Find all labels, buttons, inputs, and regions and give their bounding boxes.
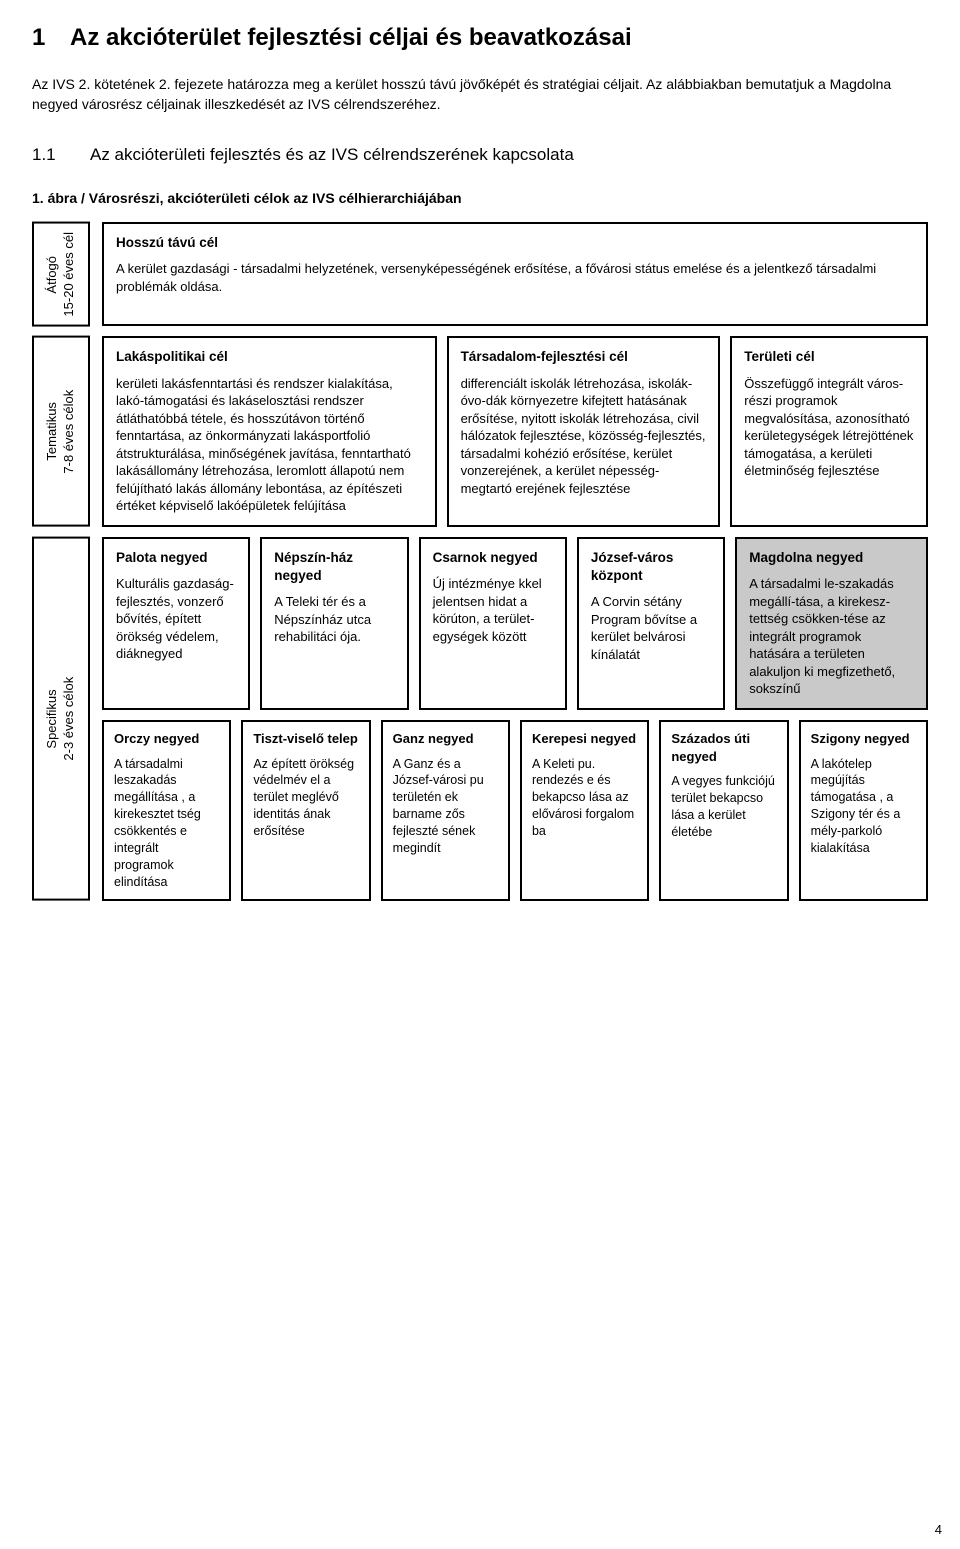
specific-block: Palota negyed Kulturális gazdaság-fejles… [102, 537, 928, 901]
specific-box-csarnok: Csarnok negyed Új intézménye kkel jelent… [419, 537, 567, 710]
box-body: A lakótelep megújítás támogatása , a Szi… [811, 756, 916, 857]
box-title: Szigony negyed [811, 730, 916, 748]
box-title: Palota negyed [116, 549, 236, 567]
specific-bottom-row: Orczy negyed A társadalmi leszakadás meg… [102, 720, 928, 901]
box-body: Új intézménye kkel jelentsen hidat a kör… [433, 575, 553, 645]
specific-box-magdolna: Magdolna negyed A társadalmi le-szakadás… [735, 537, 928, 710]
side-label-thematic: Tematikus 7-8 éves célok [32, 336, 90, 527]
specific-box-kerepesi: Kerepesi negyed A Keleti pu. rendezés e … [520, 720, 649, 901]
specific-box-jozsefvaros: József-város központ A Corvin sétány Pro… [577, 537, 725, 710]
specific-box-szigony: Szigony negyed A lakótelep megújítás tám… [799, 720, 928, 901]
subsection-title: Az akcióterületi fejlesztés és az IVS cé… [90, 141, 574, 168]
thematic-box-territorial: Területi cél Összefüggő integrált város-… [730, 336, 928, 527]
figure-caption: 1. ábra / Városrészi, akcióterületi célo… [32, 190, 928, 206]
box-title: Orczy negyed [114, 730, 219, 748]
box-body: A vegyes funkciójú terület bekapcso lása… [671, 773, 776, 841]
thematic-title: Társadalom-fejlesztési cél [461, 348, 707, 366]
thematic-title: Lakáspolitikai cél [116, 348, 423, 366]
specific-top-row: Palota negyed Kulturális gazdaság-fejles… [102, 537, 928, 710]
box-body: A Ganz és a József-városi pu területén e… [393, 756, 498, 857]
box-title: Ganz negyed [393, 730, 498, 748]
box-body: A társadalmi leszakadás megállítása , a … [114, 756, 219, 891]
box-body: A társadalmi le-szakadás megállí-tása, a… [749, 575, 914, 698]
thematic-row: Lakáspolitikai cél kerületi lakásfenntar… [102, 336, 928, 527]
goal-hierarchy-figure: Átfogó 15-20 éves cél Hosszú távú cél A … [32, 222, 928, 901]
box-body: A Teleki tér és a Népszínház utca rehabi… [274, 593, 394, 646]
box-title: Kerepesi negyed [532, 730, 637, 748]
thematic-box-social: Társadalom-fejlesztési cél differenciált… [447, 336, 721, 527]
specific-box-tisztviselo: Tiszt-viselő telep Az épített örökség vé… [241, 720, 370, 901]
long-term-row: Hosszú távú cél A kerület gazdasági - tá… [102, 222, 928, 327]
box-title: Népszín-ház negyed [274, 549, 394, 585]
subsection-number: 1.1 [32, 145, 66, 165]
side-label-specific: Specifikus 2-3 éves célok [32, 537, 90, 901]
box-body: Kulturális gazdaság-fejlesztés, vonzerő … [116, 575, 236, 663]
long-term-goal-body: A kerület gazdasági - társadalmi helyzet… [116, 260, 914, 295]
box-title: Magdolna negyed [749, 549, 914, 567]
specific-box-ganz: Ganz negyed A Ganz és a József-városi pu… [381, 720, 510, 901]
box-body: A Keleti pu. rendezés e és bekapcso lása… [532, 756, 637, 840]
box-title: József-város központ [591, 549, 711, 585]
box-title: Csarnok negyed [433, 549, 553, 567]
box-title: Tiszt-viselő telep [253, 730, 358, 748]
specific-box-szazados: Százados úti negyed A vegyes funkciójú t… [659, 720, 788, 901]
section-heading: 1 Az akcióterület fejlesztési céljai és … [32, 24, 928, 52]
side-label-atfogo: Átfogó 15-20 éves cél [32, 222, 90, 327]
thematic-box-housing: Lakáspolitikai cél kerületi lakásfenntar… [102, 336, 437, 527]
thematic-title: Területi cél [744, 348, 914, 366]
section-title: Az akcióterület fejlesztési céljai és be… [70, 24, 632, 52]
specific-box-palota: Palota negyed Kulturális gazdaság-fejles… [102, 537, 250, 710]
thematic-body: kerületi lakásfenntartási és rendszer ki… [116, 375, 423, 515]
section-number: 1 [32, 24, 50, 52]
box-body: Az épített örökség védelmév el a terület… [253, 756, 358, 840]
long-term-goal-box: Hosszú távú cél A kerület gazdasági - tá… [102, 222, 928, 327]
page-number: 4 [935, 1522, 942, 1537]
thematic-body: Összefüggő integrált város-részi program… [744, 375, 914, 480]
box-body: A Corvin sétány Program bővítse a kerüle… [591, 593, 711, 663]
intro-paragraph: Az IVS 2. kötetének 2. fejezete határozz… [32, 74, 928, 115]
subsection-heading: 1.1 Az akcióterületi fejlesztés és az IV… [32, 141, 928, 168]
long-term-goal-title: Hosszú távú cél [116, 234, 914, 252]
specific-box-orczy: Orczy negyed A társadalmi leszakadás meg… [102, 720, 231, 901]
box-title: Százados úti negyed [671, 730, 776, 765]
specific-box-nepszinhaz: Népszín-ház negyed A Teleki tér és a Nép… [260, 537, 408, 710]
thematic-body: differenciált iskolák létrehozása, iskol… [461, 375, 707, 498]
